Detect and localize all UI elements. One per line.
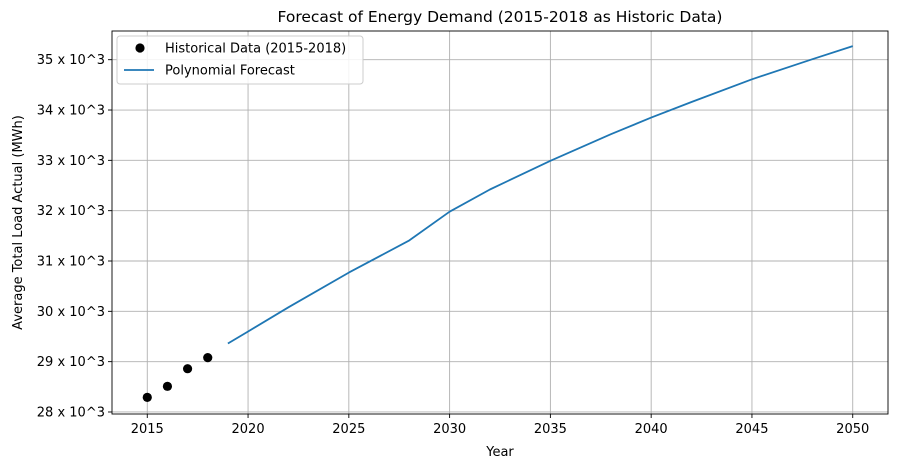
x-tick-label: 2015 <box>131 422 164 437</box>
y-tick-label: 29 x 10^3 <box>37 355 105 370</box>
y-tick-label: 28 x 10^3 <box>37 405 105 420</box>
chart-title: Forecast of Energy Demand (2015-2018 as … <box>278 8 723 26</box>
forecast-line <box>227 45 853 345</box>
y-tick-label: 34 x 10^3 <box>37 104 105 119</box>
x-tick-label: 2025 <box>332 422 365 437</box>
x-tick-label: 2050 <box>836 422 869 437</box>
axis-ticks: 2015 2020 2025 2030 2035 2040 2045 2050 28 x 10^… <box>37 53 869 437</box>
x-tick-label: 2030 <box>433 422 466 437</box>
plot-frame <box>111 30 889 415</box>
y-tick-label: 31 x 10^3 <box>37 255 105 270</box>
x-tick-label: 2040 <box>635 422 668 437</box>
y-tick-label: 32 x 10^3 <box>37 204 105 219</box>
plot-series <box>142 45 853 402</box>
historical-point <box>162 381 173 391</box>
x-tick-label: 2020 <box>232 422 265 437</box>
x-tick-label: 2045 <box>735 422 768 437</box>
y-tick-label: 30 x 10^3 <box>37 305 105 320</box>
legend-marker-historical <box>135 43 145 53</box>
legend-box <box>116 35 364 85</box>
y-tick-label: 33 x 10^3 <box>37 154 105 169</box>
y-axis-title: Average Total Load Actual (MWh) <box>11 115 26 330</box>
legend: Historical Data (2015-2018) Polynomial F… <box>116 35 364 85</box>
legend-label-historical: Historical Data (2015-2018) <box>165 42 346 57</box>
historical-point <box>203 353 213 363</box>
x-tick-label: 2035 <box>534 422 567 437</box>
grid <box>112 31 888 414</box>
historical-point <box>182 364 193 374</box>
legend-label-forecast: Polynomial Forecast <box>165 64 295 79</box>
x-axis-title: Year <box>485 445 514 460</box>
y-tick-label: 35 x 10^3 <box>37 53 105 68</box>
historical-point <box>142 392 152 402</box>
